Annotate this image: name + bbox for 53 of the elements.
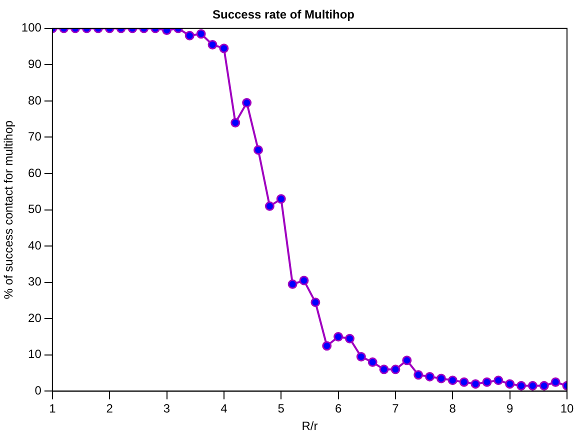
point xyxy=(322,341,332,351)
x-tick-label: 8 xyxy=(449,402,456,416)
point xyxy=(254,145,264,155)
point xyxy=(162,28,172,35)
point xyxy=(448,376,458,386)
point xyxy=(379,364,389,374)
point xyxy=(414,370,424,380)
y-tick-label: 20 xyxy=(28,310,42,325)
point xyxy=(344,334,354,344)
x-tick-label: 2 xyxy=(106,402,114,416)
point xyxy=(494,376,504,386)
point xyxy=(459,377,469,387)
x-tick-label: 1 xyxy=(49,402,56,416)
x-tick-label: 4 xyxy=(220,402,228,416)
y-axis-title: % of success contact for multihop xyxy=(2,120,16,300)
point xyxy=(390,364,400,374)
y-tick-label: 10 xyxy=(28,347,42,362)
y-tick-label: 50 xyxy=(28,202,42,216)
point xyxy=(334,332,344,342)
point xyxy=(402,356,412,366)
point xyxy=(368,357,378,367)
y-tick-label: 90 xyxy=(28,56,42,71)
point xyxy=(528,381,538,391)
point xyxy=(264,201,274,211)
point xyxy=(299,276,309,286)
point xyxy=(276,194,286,204)
point xyxy=(425,372,435,382)
point xyxy=(505,379,515,389)
chart-title: Success rate of Multihop xyxy=(212,8,355,22)
point xyxy=(356,352,366,362)
x-tick-label: 7 xyxy=(392,402,400,416)
x-axis-title: R/r xyxy=(302,419,318,434)
y-tick-label: 40 xyxy=(28,238,42,252)
y-tick-label: 100 xyxy=(21,20,42,35)
x-tick-label: 10 xyxy=(560,402,574,416)
point xyxy=(470,379,480,389)
y-tick-label: 0 xyxy=(34,384,42,398)
point xyxy=(482,377,492,387)
point xyxy=(310,298,320,308)
y-tick-label: 60 xyxy=(28,166,42,180)
point xyxy=(436,374,446,384)
x-tick-label: 9 xyxy=(506,402,514,416)
y-tick-label: 80 xyxy=(28,93,42,108)
x-tick-label: 3 xyxy=(163,402,170,416)
point xyxy=(516,381,526,391)
y-tick-label: 70 xyxy=(28,130,42,144)
y-tick-label: 30 xyxy=(28,274,42,289)
point xyxy=(288,279,298,289)
point xyxy=(550,377,560,387)
x-tick-label: 6 xyxy=(334,402,342,416)
x-tick-label: 5 xyxy=(278,402,285,416)
point xyxy=(539,381,549,391)
point xyxy=(242,98,252,108)
